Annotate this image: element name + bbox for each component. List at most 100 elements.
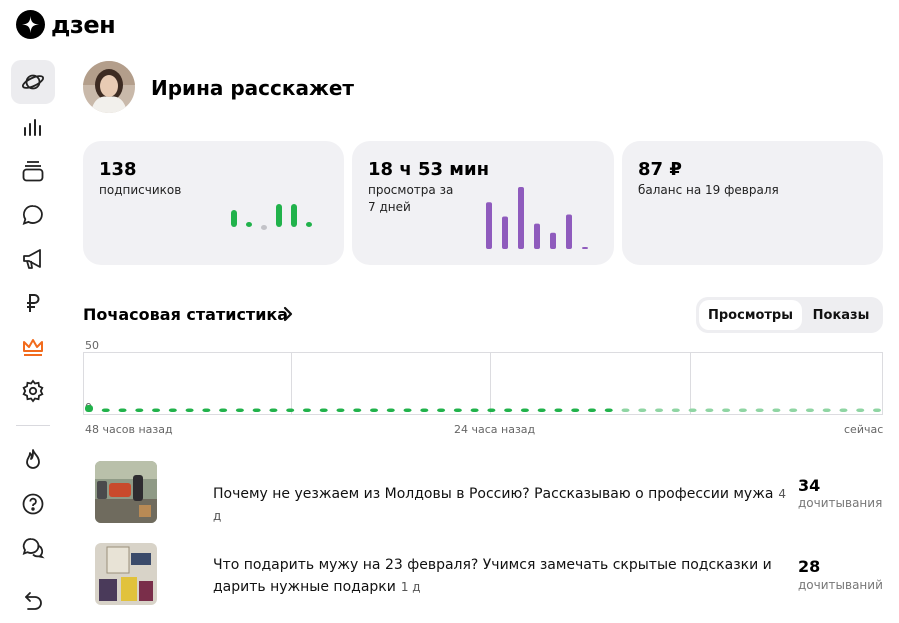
publication-age: 1 д xyxy=(400,580,421,594)
hourly-bar xyxy=(202,408,211,412)
sidebar-divider xyxy=(16,425,50,426)
publication-title[interactable]: Что подарить мужу на 23 февраля? Учимся … xyxy=(213,554,788,598)
chat-icon xyxy=(22,538,45,559)
hourly-bar xyxy=(437,408,446,412)
views-bar xyxy=(582,246,588,249)
hourly-bar xyxy=(839,408,848,412)
planet-icon xyxy=(21,74,45,90)
views-bar xyxy=(566,214,572,249)
hourly-bar xyxy=(336,408,345,412)
dzen-logo[interactable]: дзен xyxy=(16,10,116,39)
crown-icon xyxy=(23,339,43,356)
publication-title[interactable]: Почему не уезжаем из Молдовы в Россию? Р… xyxy=(213,483,788,527)
hourly-stats-title[interactable]: Почасовая статистика xyxy=(83,305,289,324)
views-label: просмотра за 7 дней xyxy=(368,183,454,214)
reads-label: дочитываний xyxy=(798,578,883,592)
views-bar xyxy=(550,232,556,249)
publication-thumbnail[interactable] xyxy=(95,461,157,523)
hourly-bar xyxy=(789,408,798,412)
sidebar-item-publications[interactable] xyxy=(11,149,55,193)
stats-icon xyxy=(24,119,41,136)
hourly-bar xyxy=(738,408,747,412)
hourly-bar xyxy=(319,408,328,412)
hourly-bar xyxy=(168,408,177,412)
tab-impressions[interactable]: Показы xyxy=(812,307,870,323)
subscribers-bar xyxy=(246,222,252,227)
hourly-bar xyxy=(873,408,881,412)
hourly-bar xyxy=(504,408,513,412)
hourly-bar xyxy=(571,408,580,412)
publication-title-text: Что подарить мужу на 23 февраля? Учимся … xyxy=(213,557,772,595)
balance-value: 87 ₽ xyxy=(638,159,682,180)
sidebar-item-monetization[interactable] xyxy=(11,281,55,325)
hourly-bar xyxy=(638,408,647,412)
hourly-bar xyxy=(302,408,311,412)
tab-views[interactable]: Просмотры xyxy=(699,300,802,330)
sidebar-item-trends[interactable] xyxy=(11,438,55,482)
views-bar xyxy=(534,223,540,249)
hourly-bar xyxy=(604,408,613,412)
subscribers-sparkline xyxy=(231,204,312,230)
sidebar-item-support-chat[interactable] xyxy=(11,526,55,570)
views-bar xyxy=(486,202,492,249)
x-label-start: 48 часов назад xyxy=(85,423,173,436)
hourly-bar xyxy=(152,408,161,412)
x-label-end: сейчас xyxy=(844,423,884,436)
sidebar-item-promotion[interactable] xyxy=(11,237,55,281)
help-icon xyxy=(22,493,44,515)
sidebar-item-stats[interactable] xyxy=(11,105,55,149)
ruble-icon xyxy=(27,294,40,312)
reads-label: дочитывания xyxy=(798,496,883,510)
sidebar-item-premium[interactable] xyxy=(11,325,55,369)
hourly-bar xyxy=(520,408,529,412)
fire-icon xyxy=(26,449,40,469)
sidebar-item-settings[interactable] xyxy=(11,369,55,413)
views-value: 18 ч 53 мин xyxy=(368,159,490,180)
publication-thumbnail[interactable] xyxy=(95,543,157,605)
views-bar xyxy=(518,187,524,249)
hourly-bar xyxy=(856,408,865,412)
gear-icon xyxy=(22,379,44,403)
sidebar-item-comments[interactable] xyxy=(11,193,55,237)
views-bar xyxy=(502,216,508,249)
brand-name: дзен xyxy=(51,10,116,39)
hourly-bar xyxy=(487,408,496,412)
hourly-bar xyxy=(386,408,395,412)
x-label-mid: 24 часа назад xyxy=(454,423,536,436)
hourly-bar xyxy=(671,408,680,412)
comments-icon xyxy=(22,205,43,225)
subscribers-card[interactable]: 138 подписчиков xyxy=(83,141,344,265)
subscribers-value: 138 xyxy=(99,159,137,180)
sidebar-item-back[interactable] xyxy=(11,579,55,623)
y-max-label: 50 xyxy=(85,339,99,352)
publication-title-text: Почему не уезжаем из Молдовы в Россию? Р… xyxy=(213,486,774,502)
hourly-bar xyxy=(705,408,714,412)
hourly-bar xyxy=(554,408,563,412)
hourly-bar xyxy=(822,408,831,412)
subscribers-bar xyxy=(231,210,237,227)
channel-name[interactable]: Ирина расскажет xyxy=(151,76,354,100)
hourly-bar xyxy=(118,408,127,412)
hourly-bar xyxy=(621,408,630,412)
hourly-bar xyxy=(470,408,479,412)
metric-toggle[interactable]: Просмотры Показы xyxy=(696,297,883,333)
subscribers-label: подписчиков xyxy=(99,183,182,197)
subscribers-bar xyxy=(291,204,297,227)
balance-card[interactable]: 87 ₽ баланс на 19 февраля xyxy=(622,141,883,265)
hourly-bar xyxy=(453,408,462,412)
sidebar-item-help[interactable] xyxy=(11,482,55,526)
publications-icon xyxy=(22,161,44,182)
hourly-bar xyxy=(722,408,731,412)
hourly-chart: 50 0 xyxy=(83,339,883,415)
subscribers-bar xyxy=(306,222,312,227)
hourly-bar xyxy=(269,408,278,412)
hourly-bar xyxy=(587,408,596,412)
hourly-bar xyxy=(370,408,379,412)
avatar[interactable] xyxy=(83,61,135,113)
sidebar-item-main[interactable] xyxy=(11,60,55,104)
hourly-bar xyxy=(185,408,194,412)
balance-label: баланс на 19 февраля xyxy=(638,183,779,197)
chevron-right-icon[interactable] xyxy=(281,305,295,323)
hourly-bar xyxy=(219,408,228,412)
views-card[interactable]: 18 ч 53 мин просмотра за 7 дней xyxy=(352,141,614,265)
